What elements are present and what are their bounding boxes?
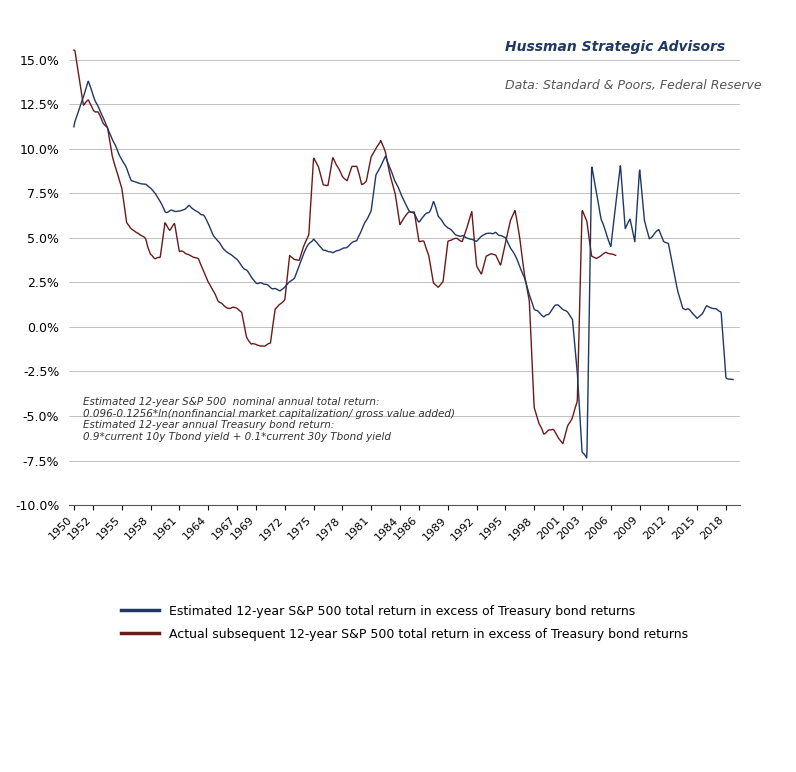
- Text: Estimated 12-year S&P 500  nominal annual total return:
0.096-0.1256*ln(nonfinan: Estimated 12-year S&P 500 nominal annual…: [83, 398, 455, 442]
- Legend: Estimated 12-year S&P 500 total return in excess of Treasury bond returns, Actua: Estimated 12-year S&P 500 total return i…: [116, 600, 693, 645]
- Text: Hussman Strategic Advisors: Hussman Strategic Advisors: [505, 39, 725, 53]
- Text: Data: Standard & Poors, Federal Reserve: Data: Standard & Poors, Federal Reserve: [505, 79, 762, 92]
